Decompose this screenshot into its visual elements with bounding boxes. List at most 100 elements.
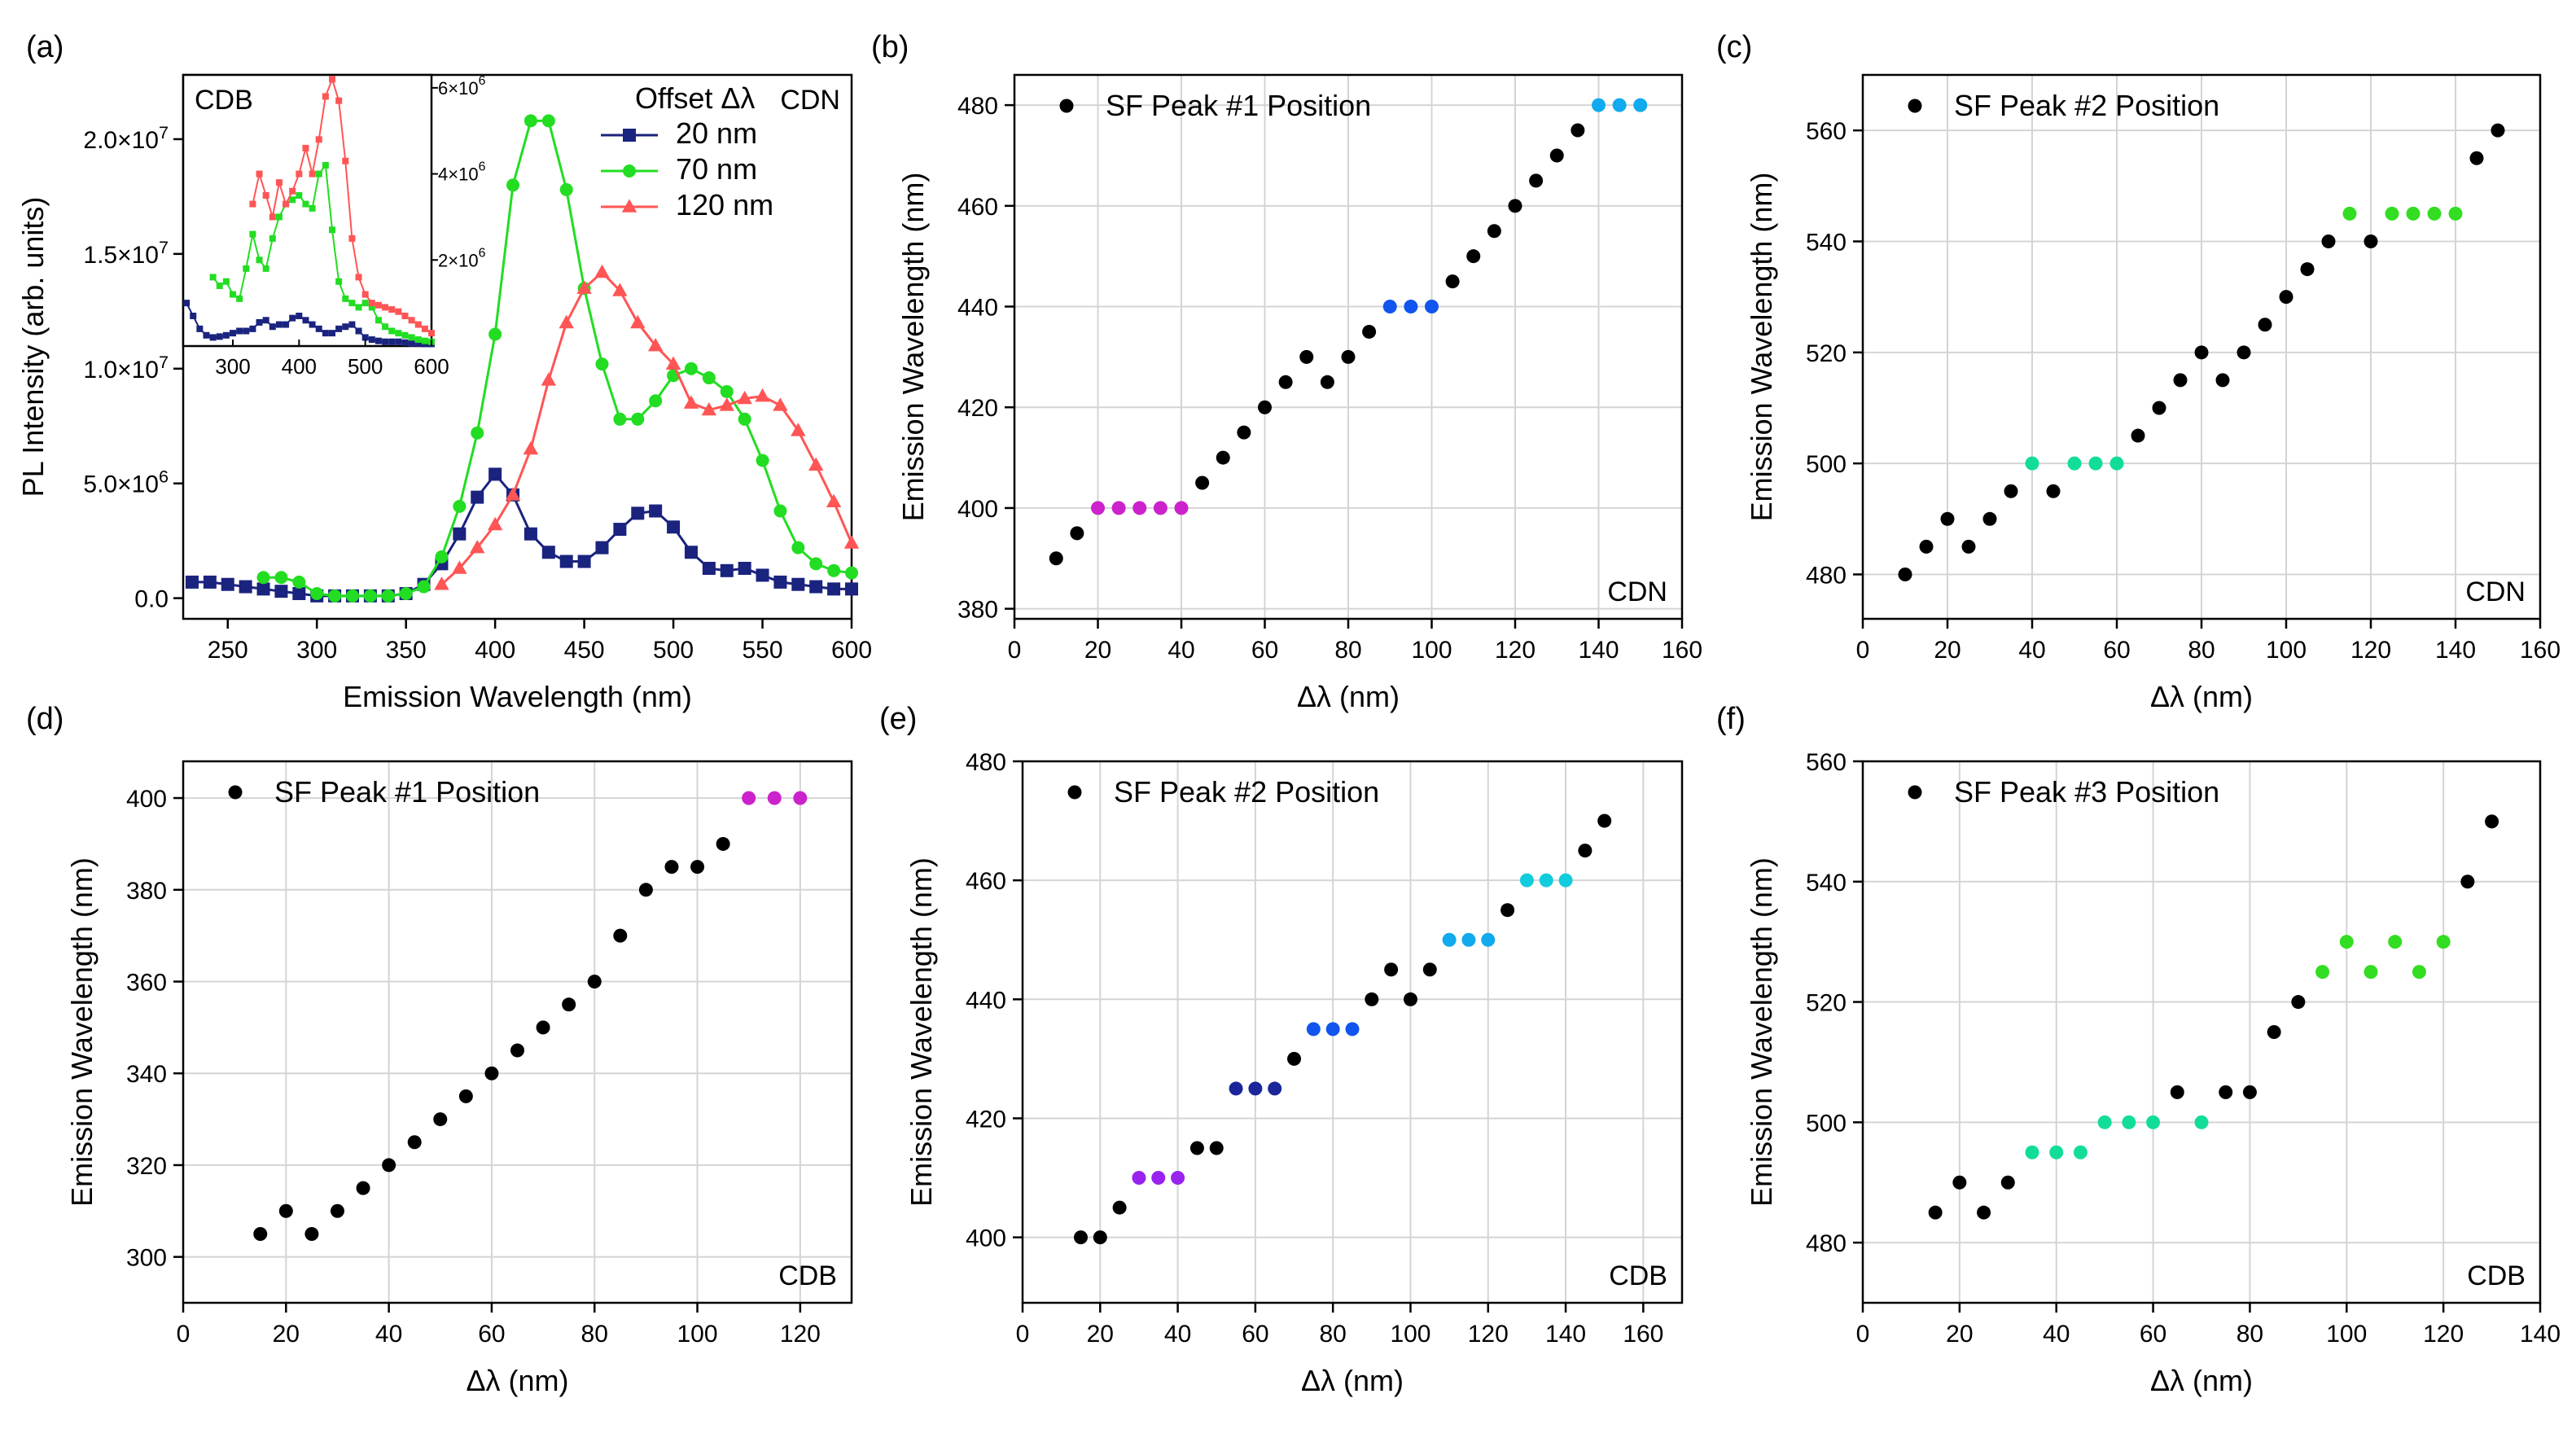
data-point (737, 390, 752, 405)
x-tick-label: 450 (564, 637, 605, 664)
data-point (2004, 484, 2018, 498)
x-axis-label: Emission Wavelength (nm) (343, 680, 692, 713)
data-point (278, 1203, 293, 1218)
scatter-series (1928, 814, 2499, 1220)
panel-label: (c) (1716, 30, 1752, 64)
inset-data-point (269, 323, 276, 331)
data-point (1597, 813, 1612, 828)
inset-data-point (388, 327, 396, 335)
inset-series-line (252, 77, 432, 334)
data-point (845, 582, 858, 596)
data-point (292, 586, 306, 600)
data-point (2427, 206, 2442, 221)
data-point (1898, 567, 1912, 581)
panel-e: (e) 0 20 40 60 80 100 120 140 160 400 420 440 460 480 Δ… (879, 702, 1684, 1397)
data-point (2025, 1145, 2039, 1159)
y-tick-label: 360 (126, 970, 167, 997)
x-axis-label: Δλ (nm) (1297, 680, 1400, 713)
data-point (2219, 1085, 2233, 1099)
inset-data-point (382, 304, 389, 311)
y-axis-label: PL Intensity (arb. units) (16, 197, 50, 498)
y-tick-label: 460 (966, 868, 1006, 895)
y-tick-label: 460 (957, 194, 998, 221)
inset-data-point (309, 204, 316, 212)
data-point (2339, 935, 2354, 949)
plot-frame (182, 760, 853, 1304)
legend-marker (1908, 99, 1922, 113)
inset-data-point (335, 278, 343, 285)
data-point (2073, 1145, 2088, 1159)
panel-d: (d) 0 20 40 60 80 100 120 300 320 340 360 380 400 Δλ (… (26, 702, 853, 1397)
inset-data-point (395, 338, 402, 345)
inset-y-tick-label: 2×106 (438, 246, 486, 270)
corner-label: CDB (778, 1260, 837, 1291)
legend-marker (623, 164, 636, 178)
inset-series (249, 76, 435, 337)
x-tick-label: 100 (677, 1321, 718, 1348)
inset-data-point (375, 301, 382, 309)
x-tick-label: 100 (2326, 1321, 2367, 1348)
x-tick-label: 120 (1495, 637, 1536, 664)
panel-label: (d) (26, 702, 64, 736)
inset-data-point (269, 213, 276, 221)
data-point (1195, 476, 1210, 490)
x-tick-label: 100 (1411, 637, 1452, 664)
data-point (1189, 1141, 1204, 1155)
data-point (1940, 511, 1955, 526)
data-point (2109, 456, 2124, 471)
inset-x-tick-label: 600 (414, 354, 449, 379)
data-point (2122, 1115, 2136, 1129)
x-tick-label: 0 (1856, 1321, 1870, 1348)
inset-data-point (382, 338, 389, 345)
y-tick-label: 300 (126, 1245, 167, 1272)
y-axis-label: Emission Wavelength (nm) (905, 857, 938, 1207)
data-point (1229, 1081, 1243, 1096)
scatter-series (253, 791, 808, 1241)
inset-data-point (243, 327, 250, 335)
data-point (453, 499, 467, 513)
inset-data-point (401, 331, 409, 339)
inset-data-point (222, 331, 230, 339)
inset-data-point (243, 265, 250, 272)
data-point (2321, 234, 2336, 248)
y-tick-label-mantissa: 0.0 (134, 586, 169, 613)
data-point (1508, 199, 1522, 213)
x-tick-label: 400 (475, 637, 515, 664)
inset-data-point (236, 327, 243, 335)
legend-label: SF Peak #2 Position (1954, 89, 2219, 122)
legend-marker (1908, 785, 1922, 800)
data-point (684, 362, 698, 375)
data-point (523, 441, 539, 455)
x-tick-label: 80 (581, 1321, 608, 1348)
data-point (435, 550, 449, 563)
y-tick-label: 440 (966, 987, 1006, 1014)
data-point (720, 563, 734, 577)
data-point (2485, 814, 2499, 829)
y-tick-label: 2.0×107 (83, 122, 169, 154)
data-point (683, 395, 699, 409)
x-tick-label: 140 (2520, 1321, 2561, 1348)
data-point (1091, 501, 1105, 515)
inset-data-point (302, 200, 309, 208)
y-tick-label: 440 (957, 295, 998, 322)
data-point (755, 388, 770, 402)
inset-data-point (296, 313, 303, 319)
data-point (1422, 962, 1437, 977)
data-point (1365, 992, 1379, 1006)
y-tick-label-mantissa: 1.0×10 (83, 357, 159, 384)
data-point (239, 580, 252, 594)
data-point (2469, 151, 2484, 165)
x-tick-label: 120 (2350, 637, 2391, 664)
data-point (256, 571, 270, 585)
data-point (791, 541, 805, 555)
data-point (488, 327, 502, 341)
inset-data-point (236, 295, 243, 302)
inset-data-point (348, 321, 356, 328)
y-tick-label: 480 (1806, 1230, 1847, 1257)
data-point (773, 504, 787, 518)
data-point (541, 114, 555, 128)
x-tick-label: 0 (1008, 637, 1022, 664)
inset-data-point (322, 330, 329, 337)
